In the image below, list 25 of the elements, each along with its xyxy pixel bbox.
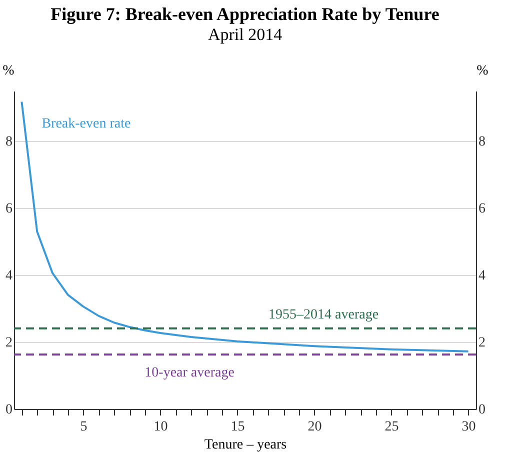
y-tick-label: 4 [6, 268, 12, 284]
x-tick-label: 20 [308, 420, 322, 434]
line-series [20, 100, 470, 352]
y2-tick-label: 4 [478, 268, 486, 284]
chart-title: Figure 7: Break-even Appreciation Rate by Tenure [50, 4, 440, 24]
y-tick-label: 8 [6, 134, 12, 150]
y-axis-title: % [2, 64, 15, 78]
y2-tick-label: 0 [478, 402, 486, 418]
y-tick-label: 0 [6, 402, 12, 418]
y-tick-label: 6 [6, 202, 12, 217]
x-tick-label: 5 [80, 420, 88, 434]
ref-line-label: 1955–2014 average [268, 307, 379, 322]
y2-tick-label: 2 [478, 336, 486, 351]
x-tick-label: 10 [154, 420, 168, 434]
y2-axis-title: % [476, 64, 489, 78]
x-tick-label: 15 [230, 420, 245, 434]
x-axis-title: Tenure – years [204, 438, 287, 452]
y-tick-label: 2 [6, 336, 12, 351]
x-tick-label: 30 [462, 420, 476, 434]
x-tick-label: 25 [384, 420, 399, 434]
ref-line-label: 10-year average [144, 365, 234, 380]
series-label: Break-even rate [42, 116, 131, 132]
y2-tick-label: 8 [478, 134, 486, 150]
y2-tick-label: 6 [478, 202, 486, 217]
chart-subtitle: April 2014 [208, 25, 283, 44]
